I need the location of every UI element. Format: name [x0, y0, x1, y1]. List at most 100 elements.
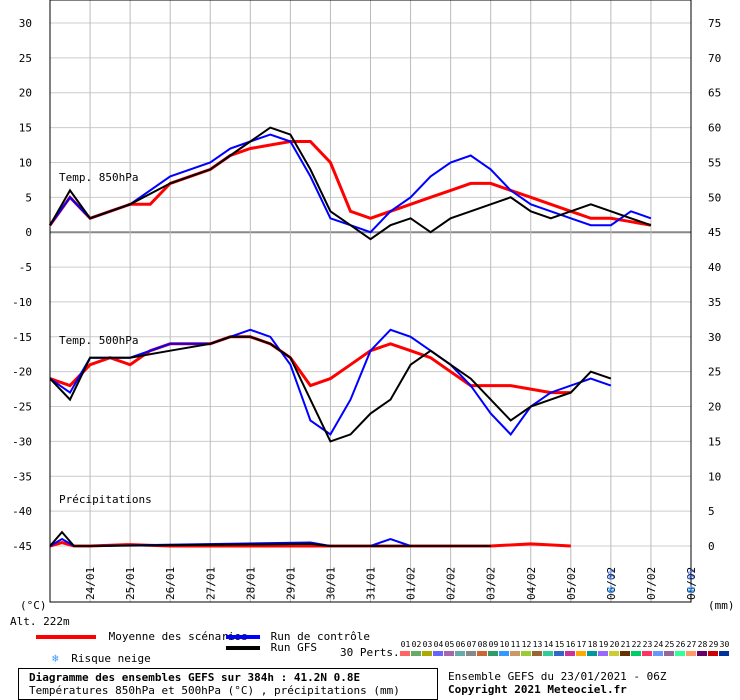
- pert-swatch: [565, 651, 575, 656]
- right-tick-label: 15: [708, 435, 721, 448]
- legend-snow: ❄ Risque neige: [52, 652, 151, 665]
- control-legend-label: Run de contrôle: [270, 630, 370, 643]
- right-tick-label: 55: [708, 156, 721, 169]
- pert-number: 18: [587, 640, 598, 649]
- x-axis: 24/01 25/01 26/01 27/01 28/01 29/01 30/01 31/01…: [84, 567, 698, 600]
- pert-number: 01: [400, 640, 411, 649]
- pert-number: 16: [565, 640, 576, 649]
- pert-swatch: [499, 651, 509, 656]
- pert-number: 25: [664, 640, 675, 649]
- pert-legend-item: 26: [675, 640, 686, 656]
- pert-number: 17: [576, 640, 587, 649]
- left-tick-label: -30: [12, 435, 32, 448]
- legend-gfs: Run GFS: [226, 641, 317, 654]
- pert-number: 30: [719, 640, 730, 649]
- pert-legend-item: 23: [642, 640, 653, 656]
- pert-legend-item: 10: [499, 640, 510, 656]
- pert-legend-item: 08: [477, 640, 488, 656]
- altitude-label: Alt. 222m: [10, 615, 70, 628]
- pert-swatch: [488, 651, 498, 656]
- perturbation-legend: 01 02 03 04 05 06 07 08 09 10 11 12 13 14 15 16 17 18 19 20…: [400, 640, 730, 662]
- right-tick-label: 0: [708, 540, 715, 553]
- snow-risk-markers: 6% ❄ 5% ❄: [606, 569, 697, 598]
- chart-subtitle: Températures 850hPa et 500hPa (°C) , pré…: [29, 684, 400, 697]
- pert-number: 27: [686, 640, 697, 649]
- right-tick-label: 65: [708, 87, 721, 100]
- pert-number: 26: [675, 640, 686, 649]
- pert-swatch: [664, 651, 674, 656]
- gfs-legend-label: Run GFS: [270, 641, 317, 654]
- mean-legend-label: Moyenne des scénarios: [108, 630, 248, 643]
- snow-risk-percent: 6%: [607, 569, 617, 580]
- snow-legend-label: Risque neige: [71, 652, 151, 665]
- pert-swatch: [477, 651, 487, 656]
- pert-number: 04: [433, 640, 444, 649]
- pert-number: 06: [455, 640, 466, 649]
- pert-number: 19: [598, 640, 609, 649]
- x-tick-label: 24/01: [84, 567, 97, 600]
- pert-number: 21: [620, 640, 631, 649]
- precip-panel-label: Précipitations: [59, 493, 152, 506]
- left-axis: 30 25 20 15 10 5 0 -5 -10 -15 -20 -25 -30 -35 -40 -45: [12, 17, 32, 553]
- x-tick-label: 29/01: [284, 567, 297, 600]
- right-tick-label: 25: [708, 366, 721, 379]
- right-tick-label: 75: [708, 17, 721, 30]
- pert-number: 08: [477, 640, 488, 649]
- left-tick-label: -35: [12, 470, 32, 483]
- left-tick-label: -25: [12, 401, 32, 414]
- pert-number: 10: [499, 640, 510, 649]
- x-tick-label: 03/02: [485, 567, 498, 600]
- pert-legend-item: 27: [686, 640, 697, 656]
- legend-control: Run de contrôle: [226, 630, 370, 643]
- pert-number: 22: [631, 640, 642, 649]
- pert-legend-item: 07: [466, 640, 477, 656]
- x-tick-label: 30/01: [324, 567, 337, 600]
- pert-swatch: [675, 651, 685, 656]
- pert-swatch: [708, 651, 718, 656]
- pert-legend-item: 16: [565, 640, 576, 656]
- pert-number: 05: [444, 640, 455, 649]
- pert-number: 15: [554, 640, 565, 649]
- perts-label: 30 Perts.: [340, 646, 400, 659]
- pert-legend-item: 12: [521, 640, 532, 656]
- x-tick-label: 05/02: [565, 567, 578, 600]
- left-tick-label: 10: [19, 156, 32, 169]
- pert-number: 28: [697, 640, 708, 649]
- series-line-t850: [48, 140, 652, 227]
- x-tick-label: 31/01: [365, 567, 378, 600]
- pert-legend-item: 17: [576, 640, 587, 656]
- pert-swatch: [411, 651, 421, 656]
- mean-swatch: [36, 635, 96, 639]
- pert-legend-item: 25: [664, 640, 675, 656]
- right-tick-label: 40: [708, 261, 721, 274]
- pert-legend-item: 13: [532, 640, 543, 656]
- title-box: Diagramme des ensembles GEFS sur 384h : …: [18, 668, 438, 700]
- pert-number: 09: [488, 640, 499, 649]
- x-tick-label: 26/01: [164, 567, 177, 600]
- x-tick-label: 01/02: [405, 567, 418, 600]
- pert-legend-item: 05: [444, 640, 455, 656]
- pert-swatch: [653, 651, 663, 656]
- left-tick-label: 25: [19, 52, 32, 65]
- pert-legend-item: 21: [620, 640, 631, 656]
- pert-number: 07: [466, 640, 477, 649]
- run-info: Ensemble GEFS du 23/01/2021 - 06Z: [448, 670, 667, 683]
- chart-title: Diagramme des ensembles GEFS sur 384h : …: [29, 671, 361, 684]
- pert-swatch: [598, 651, 608, 656]
- pert-swatch: [719, 651, 729, 656]
- pert-number: 13: [532, 640, 543, 649]
- pert-swatch: [433, 651, 443, 656]
- pert-number: 24: [653, 640, 664, 649]
- x-tick-label: 27/01: [204, 567, 217, 600]
- pert-swatch: [609, 651, 619, 656]
- pert-legend-item: 02: [411, 640, 422, 656]
- pert-number: 12: [521, 640, 532, 649]
- series-layer: [48, 126, 652, 548]
- t500-panel-label: Temp. 500hPa: [59, 334, 138, 347]
- pert-legend-item: 09: [488, 640, 499, 656]
- pert-swatch: [686, 651, 696, 656]
- pert-swatch: [455, 651, 465, 656]
- pert-swatch: [510, 651, 520, 656]
- pert-legend-item: 03: [422, 640, 433, 656]
